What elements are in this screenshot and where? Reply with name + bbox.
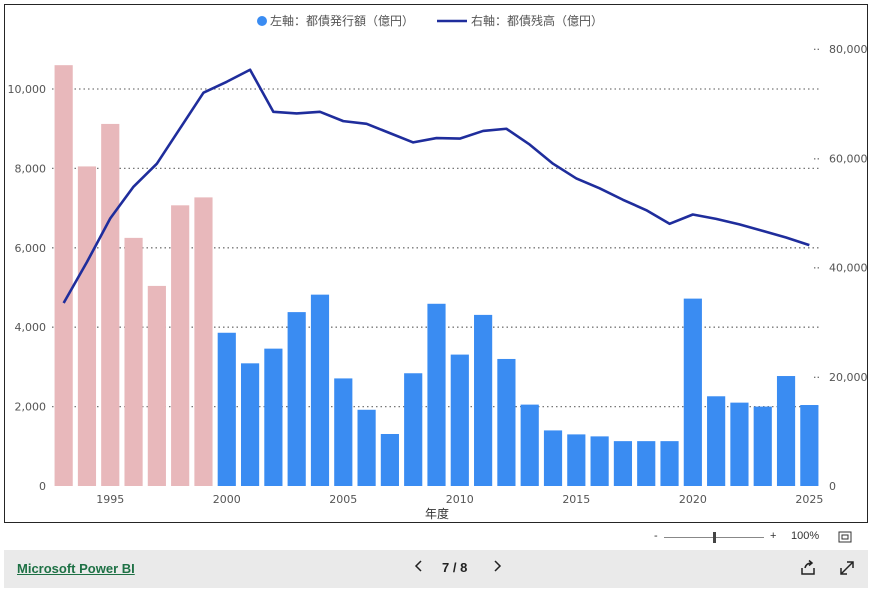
bar[interactable] [147, 285, 166, 486]
x-axis: 1995 2000 2005 2010 2015 2020 2025 [96, 493, 823, 506]
bar[interactable] [54, 65, 73, 487]
balance-line-series [62, 68, 810, 304]
legend-label-balance: 右軸：都債残高（億円） [471, 13, 603, 28]
report-footer: Microsoft Power BI 7 / 8 [4, 550, 868, 588]
bar[interactable] [264, 348, 283, 486]
page-indicator: 7 / 8 [442, 560, 468, 575]
bar[interactable] [357, 409, 376, 486]
right-tick-label: 0 [829, 480, 836, 493]
bar[interactable] [124, 237, 143, 486]
right-tick-label: 40,000 [829, 262, 867, 275]
left-axis: 0 2,000 4,000 6,000 8,000 10,000 [8, 83, 47, 493]
bar[interactable] [800, 405, 819, 486]
issuance-bars [54, 65, 819, 487]
x-tick-label: 2025 [795, 493, 823, 506]
bar[interactable] [334, 378, 353, 486]
combo-chart: 左軸：都債発行額（億円） 右軸：都債残高（億円） 0 2,000 4,000 6,00… [8, 13, 868, 521]
bar[interactable] [520, 404, 539, 486]
previous-page-button[interactable] [414, 559, 424, 577]
balance-line[interactable] [62, 68, 810, 304]
zoom-level: 100% [791, 530, 820, 542]
bar[interactable] [404, 373, 423, 486]
bar[interactable] [660, 441, 679, 486]
left-tick-label: 4,000 [15, 321, 47, 334]
x-tick-label: 2010 [446, 493, 474, 506]
bar[interactable] [427, 303, 446, 486]
bar[interactable] [474, 314, 493, 486]
x-tick-label: 2015 [562, 493, 590, 506]
bar[interactable] [287, 312, 306, 486]
fit-to-page-icon[interactable] [838, 531, 852, 543]
bar[interactable] [77, 166, 97, 487]
right-axis: 0 ·· 20,000 ·· 40,000 ·· 60,000 ·· 80,000 [813, 43, 867, 493]
chevron-right-icon [494, 560, 502, 572]
right-tick-marker: ·· [813, 371, 820, 384]
right-tick-label: 60,000 [829, 152, 867, 165]
right-tick-marker: ·· [813, 262, 820, 275]
chart-legend: 左軸：都債発行額（億円） 右軸：都債残高（億円） [257, 13, 603, 28]
bar[interactable] [707, 396, 726, 486]
power-bi-link[interactable]: Microsoft Power BI [17, 561, 135, 576]
chevron-left-icon [414, 560, 422, 572]
bar[interactable] [171, 205, 190, 487]
right-tick-marker: ·· [813, 152, 820, 165]
bar[interactable] [450, 354, 469, 486]
bar[interactable] [776, 376, 796, 486]
bar[interactable] [753, 406, 772, 486]
zoom-out-button[interactable]: - [654, 530, 658, 542]
right-tick-marker: ·· [813, 43, 820, 56]
report-canvas: 左軸：都債発行額（億円） 右軸：都債残高（億円） 0 2,000 4,000 6,00… [4, 4, 868, 523]
next-page-button[interactable] [492, 559, 502, 577]
zoom-slider-thumb[interactable] [713, 532, 716, 543]
fullscreen-icon[interactable] [838, 559, 856, 577]
left-tick-label: 6,000 [15, 242, 47, 255]
bar[interactable] [613, 441, 633, 486]
bar[interactable] [590, 436, 609, 486]
share-icon[interactable] [799, 559, 817, 577]
left-tick-label: 10,000 [8, 83, 47, 96]
bar[interactable] [567, 434, 586, 486]
bar[interactable] [543, 430, 563, 486]
x-tick-label: 1995 [96, 493, 124, 506]
x-tick-label: 2000 [213, 493, 241, 506]
zoom-toolbar: - + 100% [0, 527, 874, 547]
bar[interactable] [101, 123, 120, 486]
left-tick-label: 2,000 [15, 401, 47, 414]
right-tick-label: 80,000 [829, 43, 867, 56]
bar[interactable] [497, 358, 516, 486]
legend-marker-issuance [257, 16, 267, 26]
x-tick-label: 2020 [679, 493, 707, 506]
zoom-slider[interactable] [664, 532, 764, 543]
right-tick-label: 20,000 [829, 371, 867, 384]
bar[interactable] [310, 294, 330, 486]
x-tick-label: 2005 [329, 493, 357, 506]
bar[interactable] [637, 441, 656, 486]
left-tick-label: 0 [39, 480, 46, 493]
bar[interactable] [217, 332, 236, 486]
bar[interactable] [683, 298, 702, 486]
page-navigator: 7 / 8 [404, 559, 514, 579]
legend-label-issuance: 左軸：都債発行額（億円） [270, 13, 414, 28]
zoom-in-button[interactable]: + [770, 530, 777, 542]
x-axis-title: 年度 [425, 506, 449, 521]
left-tick-label: 8,000 [15, 162, 47, 175]
bar[interactable] [730, 402, 749, 486]
bar[interactable] [194, 197, 213, 487]
bar[interactable] [240, 363, 260, 486]
bar[interactable] [380, 433, 399, 486]
